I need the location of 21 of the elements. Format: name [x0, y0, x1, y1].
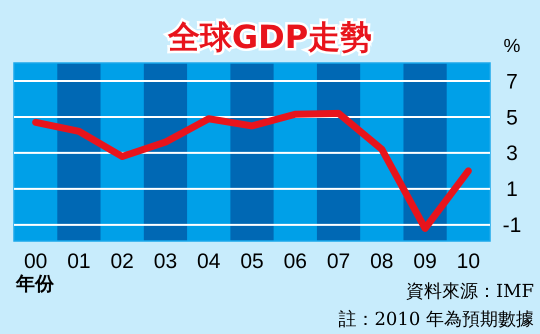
x-tick-label: 06: [284, 250, 307, 273]
x-axis-title: 年份: [15, 273, 55, 295]
x-tick-label: 02: [110, 250, 134, 273]
y-tick-label: 3: [506, 142, 518, 166]
x-tick-label: 01: [67, 250, 91, 273]
x-tick-label: 05: [240, 250, 264, 273]
x-tick-label: 08: [370, 250, 394, 273]
x-tick-label: 10: [456, 250, 480, 273]
y-axis-title: %: [504, 36, 521, 57]
x-tick-label: 09: [413, 250, 437, 273]
y-tick-label: 7: [506, 70, 518, 94]
x-tick-label: 07: [326, 250, 350, 273]
chart-title: 全球GDP走勢: [166, 18, 372, 56]
x-tick-label: 00: [24, 250, 48, 273]
source-note: 資料來源：IMF: [406, 281, 534, 302]
x-tick-label: 04: [197, 250, 221, 273]
y-tick-label: -1: [502, 214, 522, 238]
x-tick-label: 03: [154, 250, 178, 273]
y-tick-label: 1: [506, 178, 518, 202]
text: 註：2010 年為預期數據: [338, 309, 534, 330]
y-tick-label: 5: [506, 106, 518, 130]
